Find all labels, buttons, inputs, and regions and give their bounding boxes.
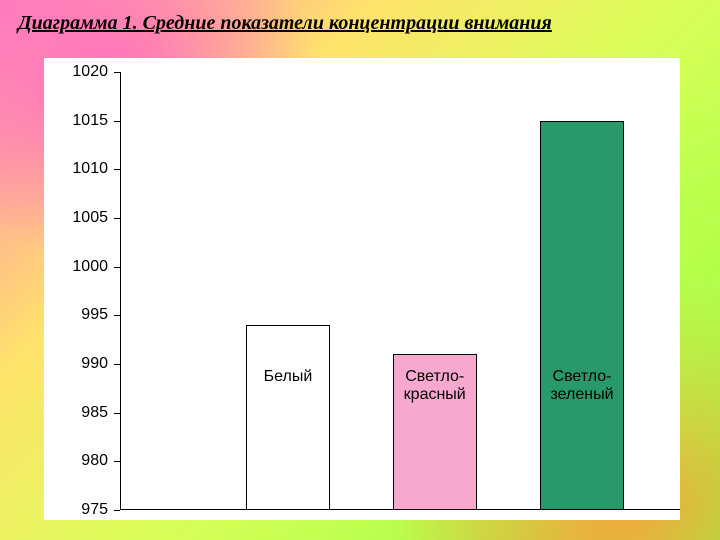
y-tick	[114, 121, 120, 122]
y-axis-label: 1010	[50, 160, 108, 178]
y-axis-label: 1005	[50, 209, 108, 227]
y-tick	[114, 169, 120, 170]
y-tick	[114, 364, 120, 365]
y-axis-label: 985	[50, 404, 108, 422]
y-axis-label: 990	[50, 355, 108, 373]
y-axis-label: 980	[50, 452, 108, 470]
category-label: Светло-красный	[363, 368, 507, 403]
chart-title: Диаграмма 1. Средние показатели концентр…	[18, 12, 552, 35]
category-label: Светло-зеленый	[510, 368, 654, 403]
y-axis-label: 975	[50, 501, 108, 519]
category-label: Белый	[216, 368, 360, 386]
y-tick	[114, 315, 120, 316]
y-axis-label: 995	[50, 306, 108, 324]
y-tick	[114, 218, 120, 219]
y-tick	[114, 413, 120, 414]
slide-background: Диаграмма 1. Средние показатели концентр…	[0, 0, 720, 540]
y-tick	[114, 267, 120, 268]
y-axis-label: 1020	[50, 63, 108, 81]
bar	[246, 325, 330, 510]
y-tick	[114, 461, 120, 462]
y-tick	[114, 510, 120, 511]
bar	[540, 121, 624, 510]
y-axis-label: 1000	[50, 258, 108, 276]
y-tick	[114, 72, 120, 73]
y-axis-label: 1015	[50, 112, 108, 130]
